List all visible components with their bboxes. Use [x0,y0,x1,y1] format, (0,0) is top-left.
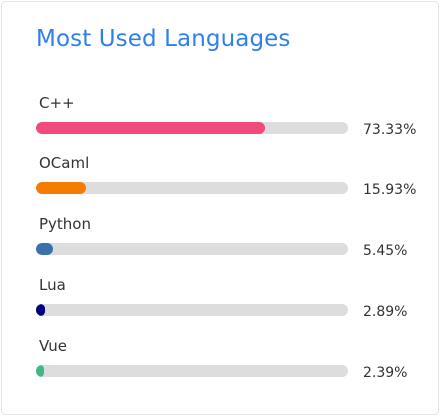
language-bar-fill [36,304,46,316]
language-name: Python [39,215,91,233]
language-bar-track [36,243,348,255]
language-percent: 2.89% [363,304,408,320]
language-bar-fill [36,122,265,134]
language-row-vue: Vue 2.39% [36,337,426,391]
language-bar-track [36,122,348,134]
language-name: C++ [39,94,75,112]
language-row-lua: Lua 2.89% [36,276,426,330]
language-name: Vue [39,337,67,355]
language-bar-track [36,304,348,316]
language-percent: 15.93% [363,182,417,198]
language-bar-fill [36,243,53,255]
language-percent: 73.33% [363,122,417,138]
language-bar-fill [36,365,44,377]
language-name: Lua [39,276,66,294]
language-percent: 2.39% [363,365,408,381]
language-name: OCaml [39,154,90,172]
language-bar-track [36,365,348,377]
language-row-ocaml: OCaml 15.93% [36,154,426,208]
card-title: Most Used Languages [36,26,291,52]
language-bar-fill [36,182,86,194]
language-bar-track [36,182,348,194]
language-row-python: Python 5.45% [36,215,426,269]
language-row-cpp: C++ 73.33% [36,94,426,148]
language-percent: 5.45% [363,243,408,259]
